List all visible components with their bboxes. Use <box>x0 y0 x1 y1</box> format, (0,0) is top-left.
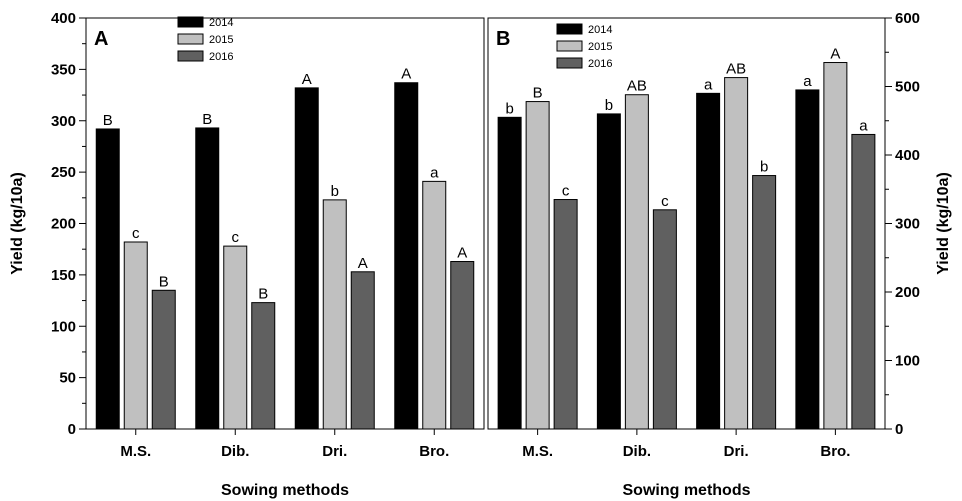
bar-B-2014-Dib. <box>596 113 621 430</box>
legend-label-A: 2014 <box>209 17 233 29</box>
y-tick-label-B: 0 <box>895 421 903 438</box>
data-label-A: c <box>132 225 140 242</box>
y-tick-label-B: 400 <box>895 147 920 164</box>
y-tick-label-A: 150 <box>51 267 76 284</box>
x-tick-label-B: Dib. <box>623 443 651 460</box>
bar-B-2015-M.S. <box>525 101 550 430</box>
legend-label-A: 2015 <box>209 34 233 46</box>
bar-B-2014-Bro. <box>795 89 820 430</box>
data-label-B: A <box>830 46 840 63</box>
data-label-B: c <box>661 193 669 210</box>
y-axis-title-B: Yield (kg/10a) <box>935 172 952 275</box>
legend-swatch-B-2014 <box>556 23 583 35</box>
y-tick-label-B: 200 <box>895 284 920 301</box>
data-label-A: a <box>430 164 439 181</box>
legend-label-B: 2014 <box>588 24 612 36</box>
bar-A-2015-Dri. <box>322 199 347 430</box>
y-tick-label-A: 100 <box>51 318 76 335</box>
bar-A-2016-Dib. <box>251 302 276 430</box>
data-label-B: B <box>533 85 543 102</box>
data-label-B: AB <box>627 78 647 95</box>
legend-swatch-A-2015 <box>177 33 204 45</box>
y-tick-label-B: 300 <box>895 216 920 233</box>
x-tick-label-A: Dri. <box>322 443 347 460</box>
x-tick-label-B: Bro. <box>820 443 850 460</box>
data-label-A: B <box>159 273 169 290</box>
bar-A-2016-Dri. <box>350 271 375 430</box>
x-tick-label-B: M.S. <box>522 443 553 460</box>
bar-A-2014-Bro. <box>394 82 419 430</box>
data-label-A: A <box>358 255 368 272</box>
legend-swatch-A-2014 <box>177 16 204 28</box>
data-label-B: b <box>760 159 768 176</box>
data-label-A: c <box>232 229 240 246</box>
y-tick-label-A: 300 <box>51 113 76 130</box>
bar-B-2015-Dib. <box>624 94 649 430</box>
legend-label-A: 2016 <box>209 51 233 63</box>
data-label-B: a <box>704 76 713 93</box>
x-tick-label-A: Dib. <box>221 443 249 460</box>
bar-A-2015-Dib. <box>223 245 248 430</box>
data-label-A: B <box>103 112 113 129</box>
data-label-A: B <box>258 286 268 303</box>
data-label-A: A <box>401 66 411 83</box>
y-tick-label-B: 500 <box>895 79 920 96</box>
y-tick-label-A: 50 <box>59 370 76 387</box>
bar-B-2014-Dri. <box>696 92 721 430</box>
bar-B-2016-Dri. <box>752 175 777 430</box>
bar-A-2016-M.S. <box>151 289 176 430</box>
bar-A-2014-M.S. <box>95 128 120 430</box>
legend-label-B: 2016 <box>588 58 612 70</box>
y-tick-label-A: 350 <box>51 61 76 78</box>
y-tick-label-B: 600 <box>895 10 920 27</box>
legend-swatch-A-2016 <box>177 50 204 62</box>
bar-B-2016-Dib. <box>652 209 677 430</box>
panel-label-B: B <box>496 28 510 50</box>
x-axis-title-B: Sowing methods <box>623 482 751 499</box>
legend-swatch-B-2016 <box>556 57 583 69</box>
bar-B-2016-Bro. <box>851 133 876 430</box>
data-label-A: b <box>331 183 339 200</box>
data-label-A: B <box>202 111 212 128</box>
bar-B-2014-M.S. <box>497 116 522 430</box>
bar-B-2015-Dri. <box>724 77 749 430</box>
data-label-B: b <box>605 97 613 114</box>
bar-A-2014-Dib. <box>195 127 220 430</box>
panel-label-A: A <box>94 28 108 50</box>
y-tick-label-A: 0 <box>68 421 76 438</box>
x-tick-label-A: M.S. <box>120 443 151 460</box>
bar-A-2016-Bro. <box>450 261 475 430</box>
y-tick-label-A: 250 <box>51 164 76 181</box>
y-tick-label-A: 200 <box>51 216 76 233</box>
x-tick-label-A: Bro. <box>419 443 449 460</box>
bar-B-2015-Bro. <box>823 62 848 430</box>
bar-A-2015-M.S. <box>123 241 148 430</box>
legend-swatch-B-2015 <box>556 40 583 52</box>
data-label-B: a <box>803 73 812 90</box>
data-label-B: AB <box>726 61 746 78</box>
y-axis-title-A: Yield (kg/10a) <box>9 172 26 275</box>
x-axis-title-A: Sowing methods <box>221 482 349 499</box>
data-label-B: c <box>562 183 570 200</box>
data-label-B: b <box>505 100 513 117</box>
bar-B-2016-M.S. <box>553 199 578 430</box>
x-tick-label-B: Dri. <box>724 443 749 460</box>
data-label-A: A <box>457 245 467 262</box>
y-tick-label-A: 400 <box>51 10 76 27</box>
data-label-B: a <box>859 117 868 134</box>
data-label-A: A <box>302 71 312 88</box>
bar-A-2014-Dri. <box>294 87 319 430</box>
legend-label-B: 2015 <box>588 41 612 53</box>
y-tick-label-B: 100 <box>895 353 920 370</box>
bar-A-2015-Bro. <box>422 180 447 430</box>
